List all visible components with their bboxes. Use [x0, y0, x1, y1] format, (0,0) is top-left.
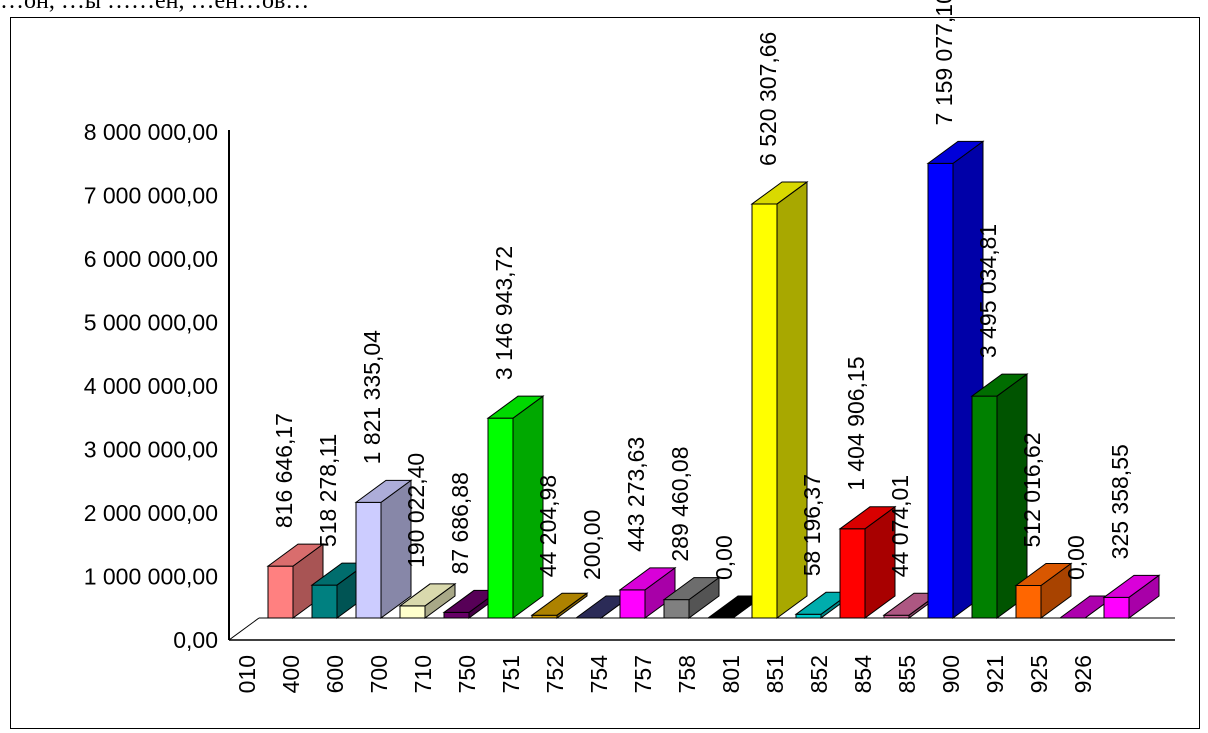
bar-top-face [926, 140, 985, 164]
bar-front-face [399, 605, 426, 619]
bar-front-face [1103, 596, 1130, 619]
data-label: 1 404 906,15 [843, 356, 869, 490]
bar-top-face [1014, 562, 1073, 586]
bar [1102, 574, 1161, 619]
bar-front-face [619, 589, 646, 619]
x-tick-label: 854 [850, 655, 876, 694]
data-label: 518 278,11 [315, 434, 341, 547]
x-tick-label: 400 [278, 655, 304, 693]
data-label: 3 146 943,72 [491, 246, 517, 380]
data-label: 3 495 034,81 [975, 224, 1001, 358]
y-tick-label: 8 000 000,00 [84, 119, 218, 145]
bar [618, 566, 677, 619]
bar [838, 505, 897, 619]
data-label: 325 358,55 [1107, 444, 1133, 559]
bar-top-face [662, 577, 721, 601]
bar-top-face [266, 543, 325, 567]
bar-front-face [443, 611, 470, 619]
data-label: 816 646,17 [271, 413, 297, 528]
y-tick-label: 2 000 000,00 [84, 500, 218, 526]
data-label: 7 159 077,10 [931, 0, 957, 125]
data-label: 87 686,88 [447, 472, 473, 574]
bar-top-face [838, 506, 897, 530]
x-tick-label: 925 [1026, 655, 1052, 693]
data-label: 44 204,98 [535, 475, 561, 577]
header-text: …он, …ы ……ен, …ен…ов… [0, 0, 310, 14]
y-tick-label: 0,00 [173, 627, 218, 653]
data-label: 443 273,63 [623, 437, 649, 552]
data-labels: 816 646,17 518 278,11 1 821 335,04 190 022,… [271, 0, 1133, 580]
bar-top-face [1102, 574, 1161, 598]
bar-front-face [927, 162, 954, 619]
data-label: 0,00 [1063, 535, 1089, 580]
x-tick-label: 600 [322, 655, 348, 693]
data-label: 44 074,01 [887, 475, 913, 577]
data-label: 58 196,37 [799, 474, 825, 576]
x-tick-label: 752 [542, 655, 568, 693]
bar-front-face [839, 528, 866, 619]
x-tick-label: 758 [674, 655, 700, 693]
bar [266, 543, 325, 619]
y-tick-labels: 0,00 1 000 000,00 2 000 000,00 3 000 000,00… [84, 119, 218, 653]
bar-front-face [311, 584, 338, 619]
bar-top-face [486, 395, 545, 419]
bar-top-face [398, 583, 457, 607]
x-tick-label: 754 [586, 655, 612, 694]
bar-front-face [971, 395, 998, 619]
data-label: 1 821 335,04 [359, 330, 385, 465]
bar-top-face [354, 479, 413, 503]
x-tick-label: 757 [630, 655, 656, 693]
bar-top-face [530, 592, 589, 616]
bar-top-face [618, 567, 677, 591]
bar [354, 479, 413, 619]
y-tick-label: 7 000 000,00 [84, 183, 218, 209]
bar-top-face [750, 181, 809, 205]
bar [1014, 562, 1073, 619]
bar [750, 180, 809, 619]
data-label: 190 022,40 [403, 453, 429, 568]
bars [266, 140, 1161, 619]
bar-top-face [970, 373, 1029, 397]
data-label: 200,00 [579, 510, 605, 580]
data-label: 289 460,08 [667, 446, 693, 561]
x-tick-label: 710 [410, 655, 436, 693]
x-tick-label: 926 [1070, 655, 1096, 693]
x-tick-label: 801 [718, 655, 744, 693]
bar [662, 576, 721, 619]
x-tick-label: 010 [234, 655, 260, 693]
bar-front-face [355, 501, 382, 619]
x-tick-label: 751 [498, 655, 524, 693]
x-tick-label: 700 [366, 655, 392, 693]
data-label: 0,00 [711, 535, 737, 580]
y-tick-label: 4 000 000,00 [84, 373, 218, 399]
bar-front-face [751, 203, 778, 619]
x-tick-labels: 010 400 600 700 710 750 751 752 754 757 758 801 851 8… [234, 655, 1096, 694]
data-label: 512 016,62 [1019, 432, 1045, 547]
x-tick-label: 900 [938, 655, 964, 693]
bar-front-face [1015, 584, 1042, 619]
y-tick-label: 6 000 000,00 [84, 246, 218, 272]
bar-front-face [663, 599, 690, 619]
y-tick-label: 3 000 000,00 [84, 437, 218, 463]
x-tick-label: 852 [806, 655, 832, 693]
y-tick-label: 5 000 000,00 [84, 310, 218, 336]
bar [486, 395, 545, 619]
data-label: 6 520 307,66 [755, 32, 781, 166]
bar-front-face [795, 613, 822, 619]
x-tick-label: 855 [894, 655, 920, 693]
x-tick-label: 921 [982, 655, 1008, 693]
x-tick-label: 851 [762, 655, 788, 693]
bar [398, 582, 457, 619]
bar-front-face [267, 565, 294, 619]
floor-edge-line [228, 617, 260, 641]
x-tick-label: 750 [454, 655, 480, 693]
bar [530, 592, 589, 619]
y-tick-label: 1 000 000,00 [84, 564, 218, 590]
bar-front-face [487, 417, 514, 619]
